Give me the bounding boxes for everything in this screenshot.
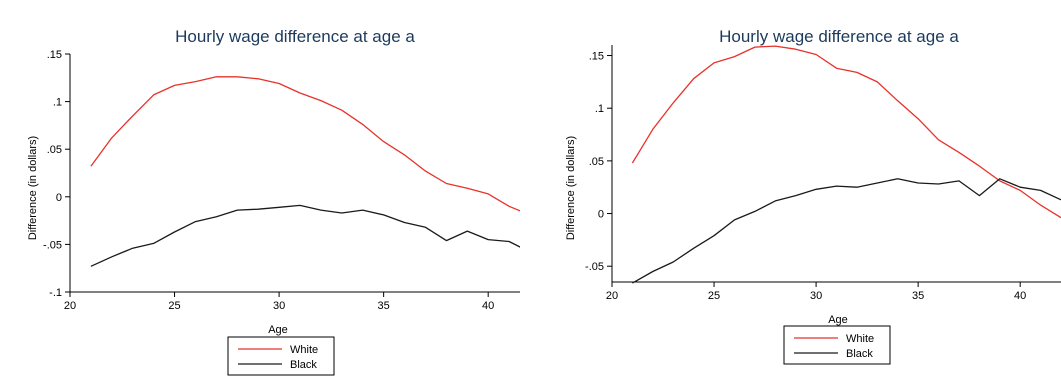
y-ticks: -.05 0 .05 .1 .15 [585,51,612,273]
x-tick-label: 40 [1014,290,1026,302]
x-tick-label: 30 [273,300,285,312]
legend: White Black [227,336,335,376]
y-ticks: -.1 -.05 0 .05 .1 .15 [43,49,70,299]
x-tick-label: 30 [810,290,822,302]
y-tick-label: .1 [595,103,604,115]
y-tick-label: .1 [53,97,62,109]
x-ticks: 20 25 30 35 40 [64,292,494,312]
series-line-black [90,204,520,267]
x-tick-label: 20 [64,300,76,312]
chart-title: Hourly wage difference at age a [719,27,959,46]
legend-label-black: Black [846,348,873,360]
chart-panel-right: Hourly wage difference at age a Differen… [565,27,1061,365]
legend-box [227,336,335,376]
y-tick-label: .15 [589,51,604,63]
series-line-white [631,45,1061,219]
legend-label-white: White [290,344,318,356]
x-tick-label: 35 [912,290,924,302]
series-group [90,76,520,267]
legend-box [783,325,891,365]
series-line-white [90,76,520,212]
chart-title: Hourly wage difference at age a [175,27,415,46]
y-tick-label: -.1 [49,287,62,299]
y-tick-label: 0 [56,192,62,204]
y-tick-label: .15 [47,49,62,61]
y-tick-label: -.05 [43,239,62,251]
x-tick-label: 35 [378,300,390,312]
series-group [631,45,1061,284]
y-tick-label: .05 [47,144,62,156]
x-ticks: 20 25 30 35 40 [606,282,1026,302]
x-axis-label: Age [268,324,288,336]
legend: White Black [783,325,891,365]
chart-panel-left: Hourly wage difference at age a Differen… [27,27,520,376]
x-tick-label: 20 [606,290,618,302]
y-axis-label: Difference (in dollars) [565,136,577,240]
y-tick-label: -.05 [585,261,604,273]
legend-label-white: White [846,333,874,345]
y-axis-label: Difference (in dollars) [27,136,39,240]
series-line-black [632,178,1061,284]
x-tick-label: 25 [708,290,720,302]
x-tick-label: 40 [482,300,494,312]
x-tick-label: 25 [168,300,180,312]
y-tick-label: .05 [589,156,604,168]
y-tick-label: 0 [598,209,604,221]
x-axis-label: Age [828,314,848,326]
legend-label-black: Black [290,359,317,371]
